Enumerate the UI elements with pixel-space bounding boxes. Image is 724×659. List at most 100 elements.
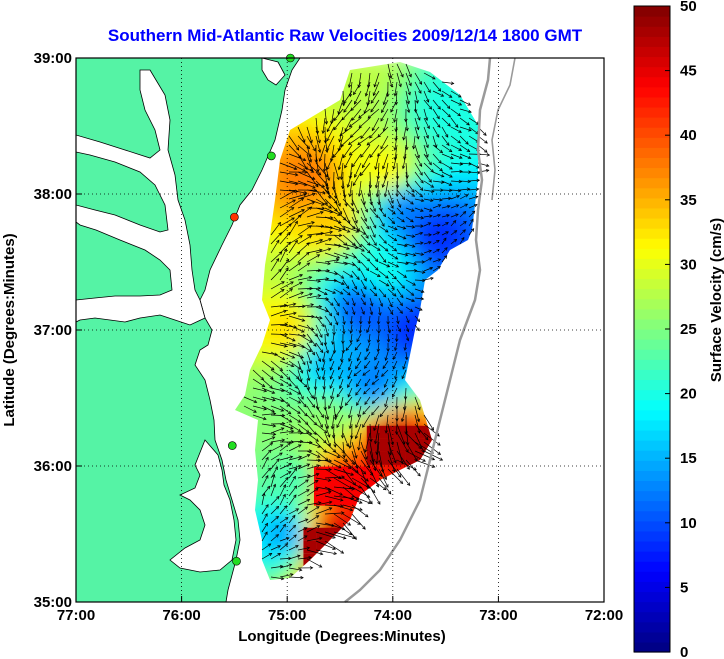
velocity-vector — [333, 450, 348, 462]
velocity-vector — [362, 405, 371, 415]
velocity-vector-head — [361, 248, 365, 252]
velocity-vector — [261, 387, 275, 394]
colorbar-step — [634, 540, 670, 552]
colorbar-step — [634, 36, 670, 47]
velocity-vector-head — [292, 199, 296, 203]
velocity-vector-head — [354, 455, 358, 459]
heatmap-cell — [412, 166, 425, 179]
velocity-vector — [333, 522, 352, 535]
heatmap-cell — [352, 118, 365, 131]
heatmap-cell — [364, 142, 377, 155]
velocity-vector-head — [412, 282, 416, 286]
velocity-vector — [279, 217, 295, 227]
velocity-vector — [374, 423, 380, 444]
velocity-vector-head — [320, 231, 325, 236]
velocity-vector-head — [405, 261, 409, 266]
velocity-vector-head — [410, 292, 415, 296]
velocity-vector — [288, 162, 306, 172]
velocity-vector — [360, 216, 370, 230]
chesapeake-bay — [76, 69, 206, 326]
velocity-vector — [347, 171, 353, 188]
velocity-vector-head — [461, 236, 465, 241]
velocity-vector — [378, 459, 387, 480]
velocity-vector-head — [339, 492, 343, 496]
velocity-vector-head — [462, 211, 467, 215]
velocity-vector — [396, 243, 408, 247]
heatmap-cell — [388, 334, 401, 347]
velocity-vector-head — [404, 356, 409, 361]
heatmap-cell — [352, 82, 365, 95]
velocity-vector — [315, 198, 332, 209]
y-tick-label: 38:00 — [34, 186, 72, 203]
velocity-vector-head — [288, 419, 293, 423]
velocity-vector — [306, 351, 312, 364]
velocity-vector — [396, 297, 403, 306]
velocity-vector-head — [299, 281, 303, 285]
velocity-vector — [364, 99, 371, 114]
velocity-vector — [331, 108, 335, 124]
heatmap-cell — [328, 334, 341, 347]
velocity-vectors — [243, 63, 491, 581]
velocity-vector-head — [298, 455, 303, 460]
velocity-vector — [297, 432, 312, 435]
velocity-vector — [324, 486, 343, 496]
colorbar-step — [634, 46, 670, 58]
heatmap-cell — [280, 490, 293, 503]
velocity-vector-head — [391, 286, 395, 291]
velocity-vector — [324, 495, 343, 501]
velocity-vector — [360, 270, 367, 282]
heatmap-cell — [460, 202, 473, 215]
heatmap-cell — [352, 430, 365, 443]
velocity-vector — [414, 297, 424, 300]
velocity-vector-head — [332, 535, 336, 539]
velocity-vector — [351, 297, 356, 306]
velocity-vector-head — [351, 487, 356, 491]
velocity-vector-head — [311, 404, 316, 408]
velocity-vector-head — [436, 240, 440, 244]
velocity-vector — [333, 288, 344, 295]
velocity-vector-head — [270, 367, 275, 371]
velocity-vector-head — [386, 321, 390, 325]
radar-stations — [227, 53, 295, 566]
velocity-vector — [414, 180, 424, 191]
velocity-vector — [432, 171, 444, 177]
velocity-vector — [270, 525, 279, 533]
velocity-vector-head — [364, 92, 369, 97]
velocity-vector-head — [409, 308, 414, 312]
velocity-vector-head — [437, 88, 442, 92]
velocity-vector — [369, 297, 373, 307]
velocity-vector — [261, 378, 273, 389]
velocity-vector-head — [382, 213, 387, 218]
velocity-vector-head — [280, 382, 284, 386]
velocity-vector — [441, 99, 451, 109]
heatmap-cell — [328, 370, 341, 383]
velocity-vector-head — [322, 190, 326, 195]
velocity-vector — [338, 135, 344, 152]
velocity-vector-head — [356, 276, 360, 281]
velocity-vector — [330, 369, 335, 380]
velocity-vector-head — [362, 372, 366, 376]
velocity-vector-head — [345, 443, 349, 448]
velocity-vector-head — [375, 375, 379, 379]
velocity-vector — [450, 90, 462, 98]
chart-title: Southern Mid-Atlantic Raw Velocities 200… — [108, 26, 583, 45]
heatmap-cell — [328, 130, 341, 143]
velocity-vector — [324, 324, 329, 337]
velocity-vector-head — [324, 121, 329, 125]
velocity-vector-head — [370, 100, 374, 104]
velocity-vector-head — [396, 320, 400, 325]
velocity-vector — [414, 423, 429, 441]
velocity-vector — [288, 468, 297, 479]
velocity-vector — [297, 557, 312, 560]
velocity-vector-head — [357, 267, 361, 272]
velocity-vector-head — [308, 339, 313, 343]
velocity-vector-head — [420, 224, 424, 228]
velocity-vector — [371, 117, 380, 131]
heatmap-cell — [376, 370, 389, 383]
velocity-vector — [324, 171, 329, 190]
velocity-vector-head — [301, 318, 306, 322]
velocity-vector — [306, 295, 321, 299]
velocity-vector-head — [292, 302, 297, 307]
velocity-vector — [297, 360, 303, 374]
velocity-vector-head — [309, 292, 313, 297]
